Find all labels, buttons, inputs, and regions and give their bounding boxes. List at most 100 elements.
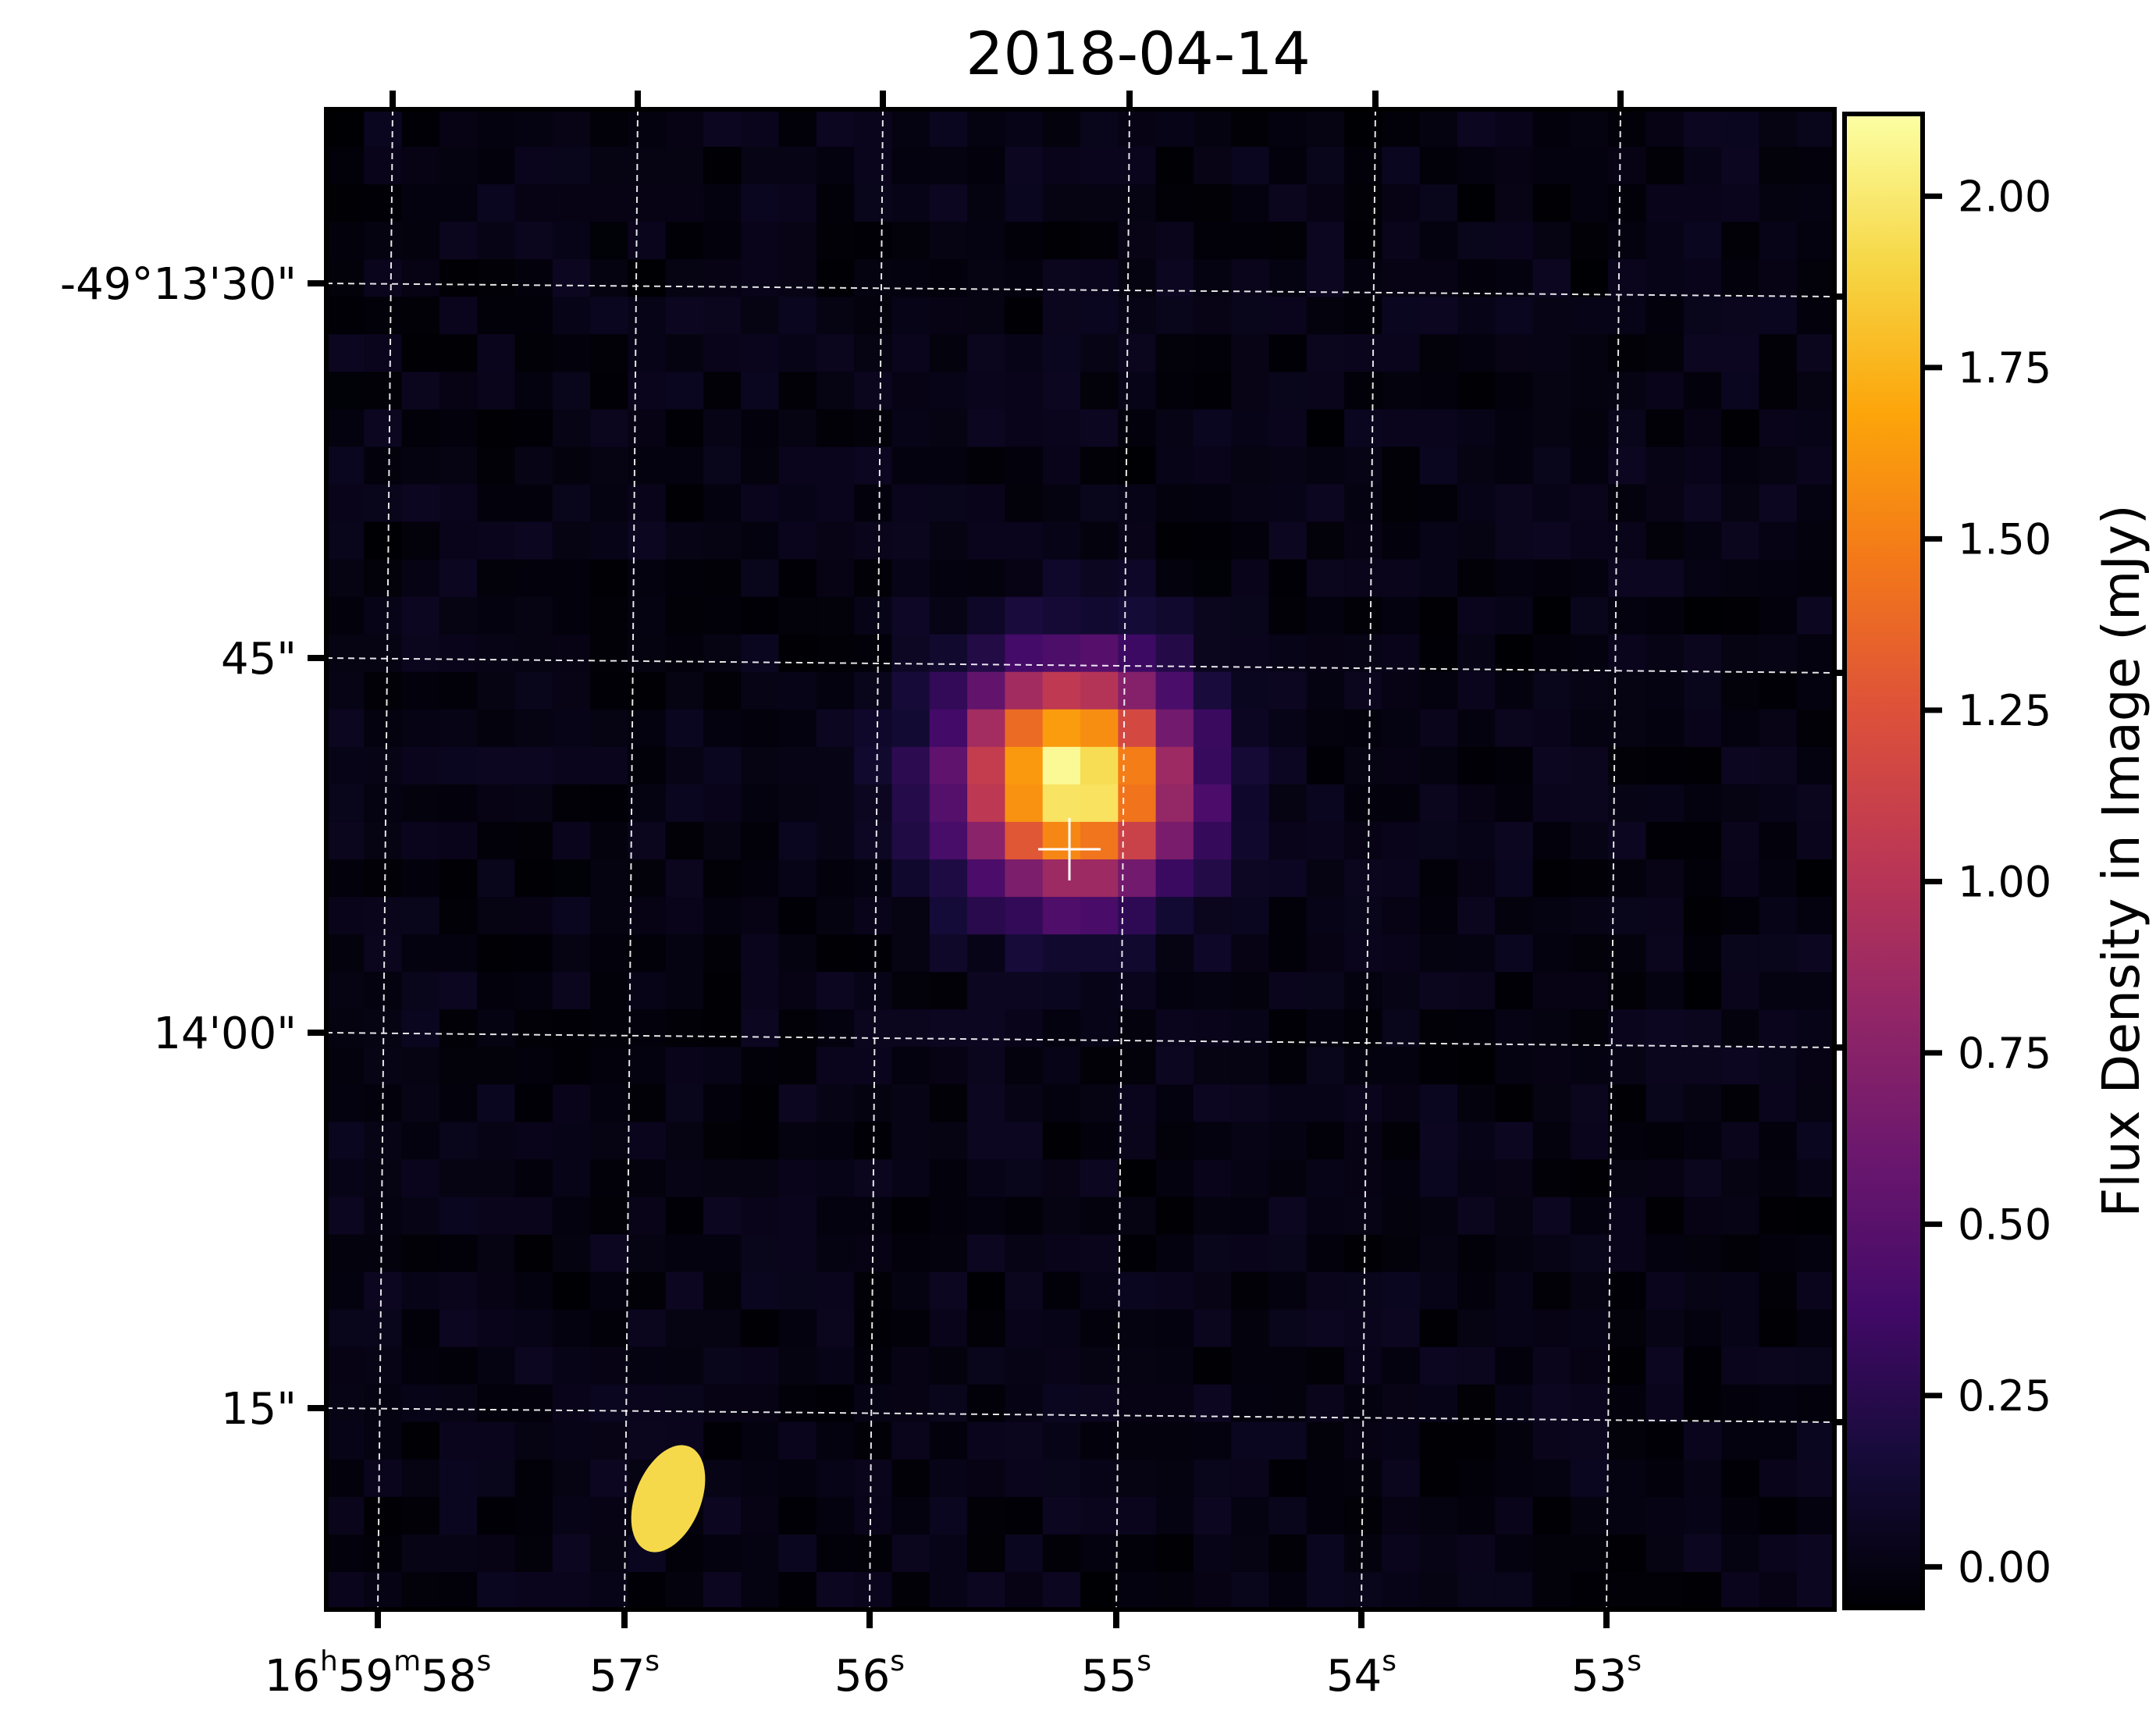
image-pixel [1532,784,1571,823]
image-pixel [778,897,817,935]
image-pixel [891,934,930,973]
image-pixel [1042,746,1081,785]
image-pixel [1268,1047,1307,1086]
image-pixel [1419,1047,1458,1086]
image-pixel [1193,147,1232,185]
image-pixel [1268,184,1307,222]
image-pixel [1721,222,1760,260]
image-pixel [1231,671,1270,710]
image-pixel [590,484,629,523]
image-pixel [326,521,365,560]
image-pixel [1080,1534,1119,1573]
image-pixel [1080,596,1119,635]
image-pixel [1268,1272,1307,1311]
image-pixel [552,1309,591,1348]
image-pixel [590,972,629,1010]
image-pixel [552,596,591,635]
image-pixel [1683,934,1722,973]
image-pixel [703,634,742,673]
image-pixel [590,297,629,336]
image-pixel [816,634,855,673]
image-pixel [326,746,365,785]
image-pixel [628,559,667,598]
image-pixel [891,821,930,860]
image-pixel [1382,1234,1421,1273]
image-pixel [741,671,780,710]
image-pixel [703,897,742,935]
image-pixel [1118,484,1157,523]
image-pixel [364,1159,403,1198]
image-pixel [628,1009,667,1048]
image-pixel [778,671,817,710]
image-pixel [1268,1159,1307,1198]
image-pixel [1193,671,1232,710]
image-pixel [439,1384,478,1423]
image-pixel [1080,184,1119,222]
image-pixel [364,334,403,373]
image-pixel [1042,1009,1081,1048]
image-pixel [854,1309,893,1348]
image-pixel [326,821,365,860]
image-pixel [1080,521,1119,560]
image-pixel [1495,1159,1534,1198]
image-pixel [854,859,893,898]
image-pixel [854,297,893,336]
image-pixel [816,1272,855,1311]
image-pixel [854,709,893,748]
image-pixel [1683,897,1722,935]
image-pixel [401,297,440,336]
image-pixel [1570,934,1609,973]
image-pixel [816,184,855,222]
image-pixel [703,1421,742,1460]
image-pixel [1645,671,1685,710]
image-pixel [1268,109,1307,148]
image-pixel [741,709,780,748]
image-pixel [1419,1084,1458,1123]
image-pixel [929,859,968,898]
image-pixel [439,446,478,486]
image-pixel [665,222,704,260]
image-pixel [1645,596,1685,635]
image-pixel [1796,1159,1835,1198]
x-tick-label: 57s [589,1645,660,1702]
image-pixel [364,297,403,336]
image-pixel [1759,521,1798,560]
image-pixel [854,446,893,486]
image-pixel [1721,334,1760,373]
image-pixel [1193,521,1232,560]
image-pixel [1193,1534,1232,1573]
image-pixel [1231,709,1270,748]
image-pixel [1721,521,1760,560]
image-pixel [891,1084,930,1123]
image-pixel [1344,446,1383,486]
image-pixel [1419,1496,1458,1535]
image-pixel [1532,1534,1571,1573]
image-pixel [741,1234,780,1273]
image-pixel [891,859,930,898]
image-pixel [1268,147,1307,185]
image-pixel [1042,334,1081,373]
image-pixel [741,596,780,635]
image-pixel [1005,1084,1044,1123]
image-pixel [741,521,780,560]
image-pixel [778,1122,817,1161]
image-pixel [1382,297,1421,336]
image-pixel [891,109,930,148]
image-pixel [552,109,591,148]
image-pixel [477,1496,516,1535]
image-pixel [1645,784,1685,823]
image-pixel [1382,1009,1421,1048]
image-pixel [1193,859,1232,898]
image-pixel [1193,334,1232,373]
image-pixel [816,1009,855,1048]
image-pixel [1080,1047,1119,1086]
image-pixel [1419,1459,1458,1498]
image-pixel [1570,746,1609,785]
image-pixel [891,521,930,560]
image-pixel [1796,1534,1835,1573]
image-pixel [741,634,780,673]
image-pixel [439,671,478,710]
image-pixel [1268,859,1307,898]
image-pixel [929,297,968,336]
image-pixel [967,1571,1006,1610]
